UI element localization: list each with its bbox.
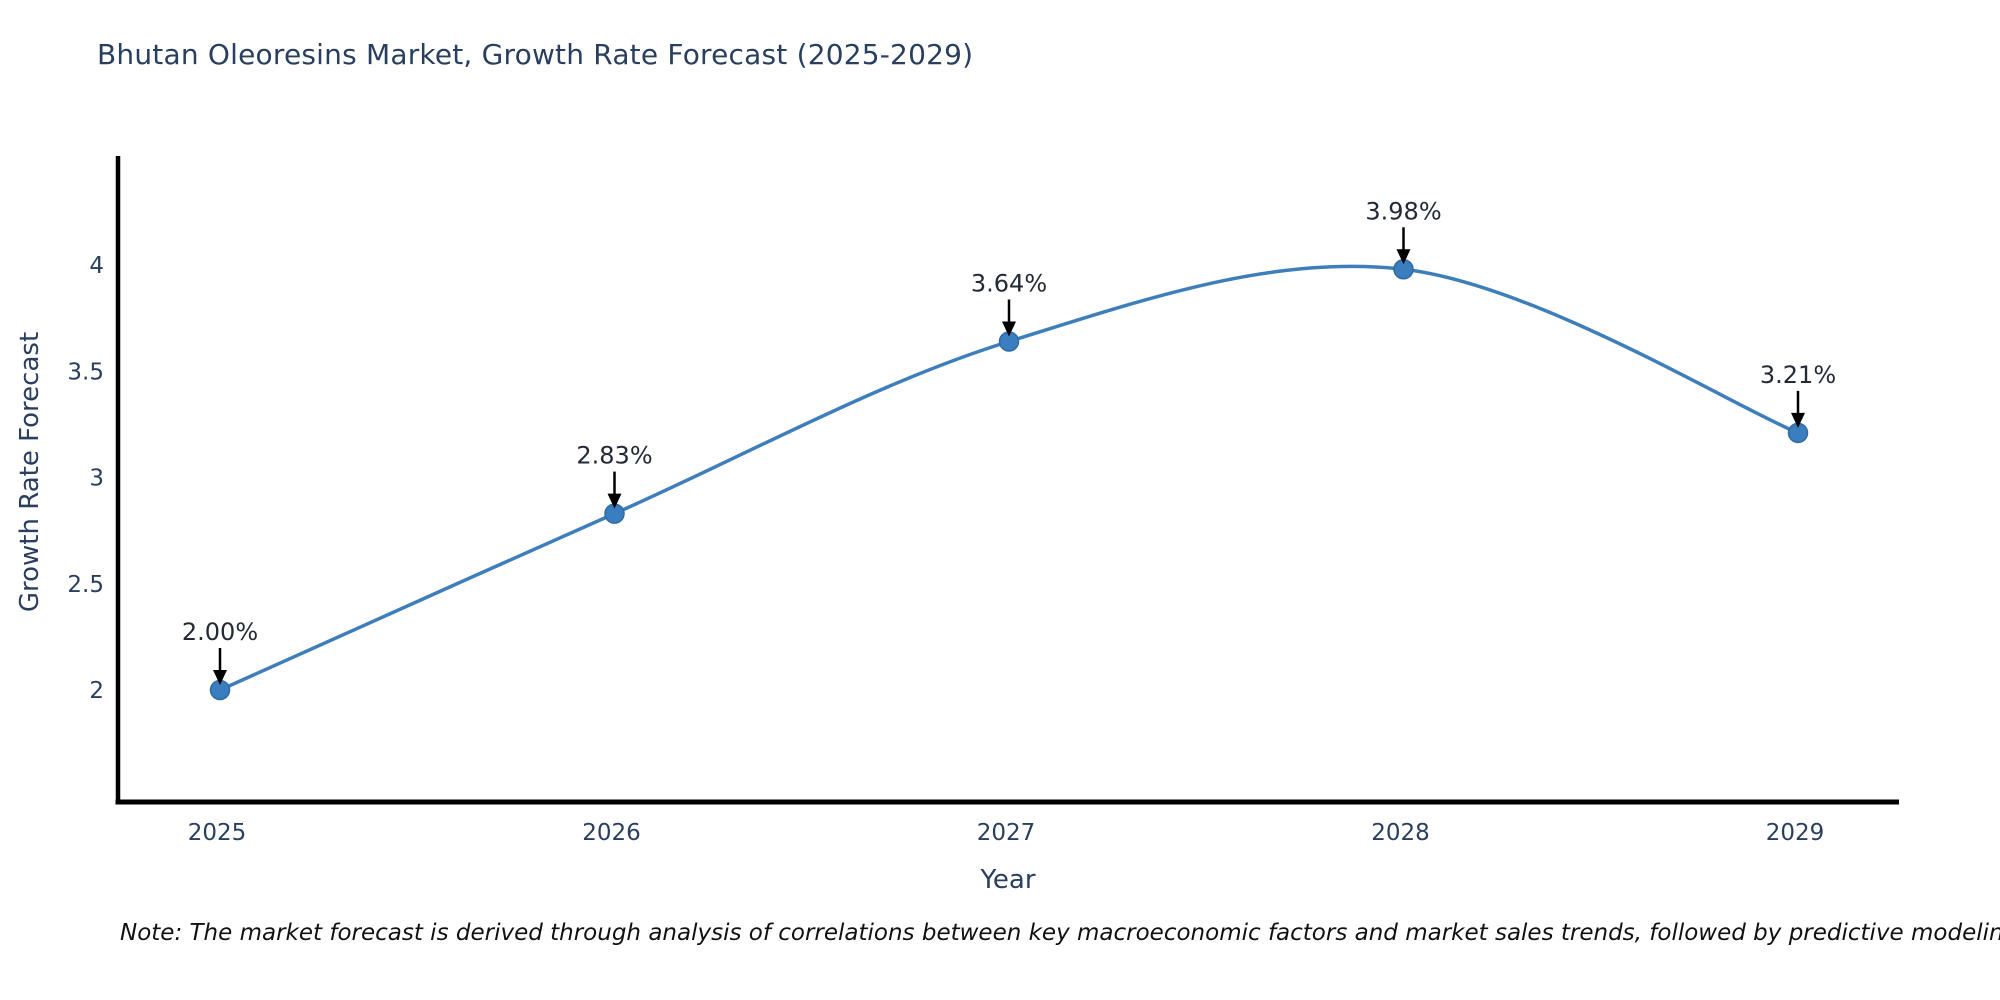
y-tick-label: 2.5 bbox=[67, 572, 104, 598]
footnote: Note: The market forecast is derived thr… bbox=[120, 920, 2000, 946]
point-value-label: 3.64% bbox=[971, 270, 1047, 298]
annotation-arrowhead-icon bbox=[1791, 412, 1805, 428]
y-tick-label: 3 bbox=[89, 466, 104, 492]
x-tick-label: 2029 bbox=[1766, 820, 1825, 846]
x-tick-label: 2025 bbox=[188, 820, 247, 846]
chart-title: Bhutan Oleoresins Market, Growth Rate Fo… bbox=[97, 38, 974, 71]
point-value-label: 3.21% bbox=[1760, 361, 1836, 389]
x-tick-label: 2026 bbox=[582, 820, 641, 846]
point-value-label: 2.83% bbox=[576, 442, 652, 470]
annotation-arrowhead-icon bbox=[213, 670, 227, 685]
y-tick-label: 2 bbox=[89, 678, 104, 704]
y-tick-label: 3.5 bbox=[67, 359, 104, 385]
x-tick-label: 2027 bbox=[977, 820, 1036, 846]
annotation-arrowhead-icon bbox=[607, 493, 622, 509]
y-tick-label: 4 bbox=[89, 253, 104, 279]
point-value-label: 2.00% bbox=[182, 618, 258, 646]
x-tick-label: 2028 bbox=[1371, 820, 1430, 846]
y-axis-title: Growth Rate Forecast bbox=[15, 332, 45, 612]
y-axis-tick-labels: 2 2.5 3 3.5 4 bbox=[67, 253, 104, 704]
point-annotations: 2.00% 2.83% 3.64% 3.98% 3.21% bbox=[182, 197, 1836, 685]
x-axis-title: Year bbox=[979, 865, 1035, 895]
x-axis-tick-labels: 2025 2026 2027 2028 2029 bbox=[188, 820, 1825, 846]
annotation-arrowhead-icon bbox=[1396, 249, 1411, 265]
annotation-arrowhead-icon bbox=[1002, 321, 1016, 337]
point-value-label: 3.98% bbox=[1365, 197, 1441, 225]
